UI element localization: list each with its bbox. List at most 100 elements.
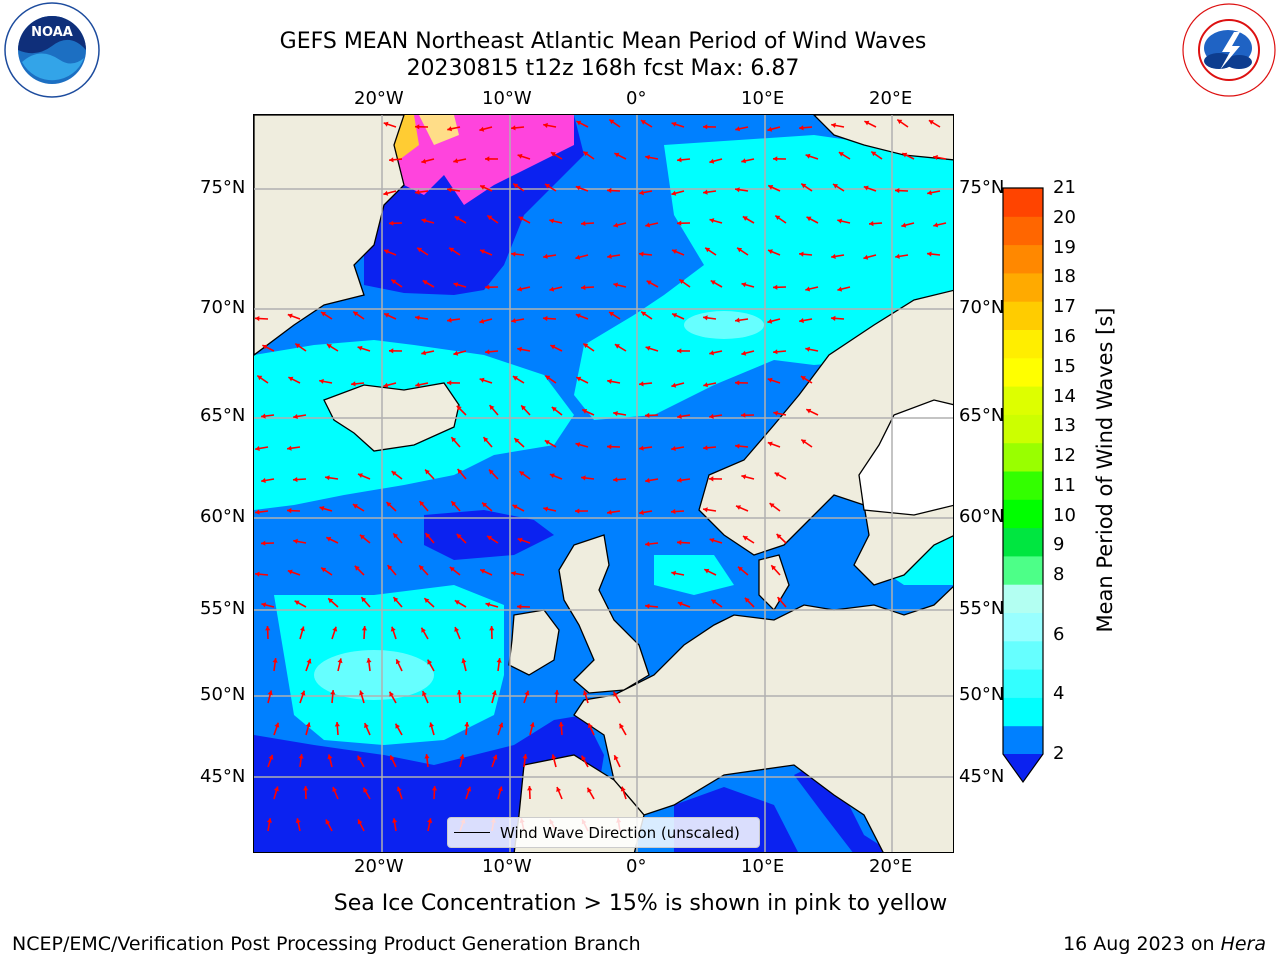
wind-wave-arrow-head [895,253,900,259]
colorbar-tick-label: 8 [1053,564,1065,586]
wind-wave-arrow-head [383,190,389,196]
wind-wave-arrow-head [671,382,677,388]
wind-wave-arrow-head [773,349,778,355]
wind-wave-arrow-head [512,504,518,510]
wind-wave-arrow-head [425,533,431,538]
lat-label-left-65n: 65°N [200,405,246,426]
wind-wave-arrow-head [328,598,334,604]
wind-wave-arrow-head [491,690,497,696]
wind-wave-arrow-head [639,509,644,515]
wind-wave-arrow-head [389,157,394,163]
wind-wave-arrow-head [298,754,304,759]
wind-wave-arrow-head [364,723,369,729]
wind-wave-arrow-head [575,508,580,514]
wind-wave-arrow-head [703,382,708,388]
wind-wave-arrow-head [805,153,811,159]
colorbar-band [1003,244,1043,274]
colorbar-band [1003,357,1043,387]
wind-wave-arrow-head [864,120,870,126]
wind-wave-arrow-head [645,603,650,609]
colorbar-tick-label: 2 [1053,743,1065,764]
wind-wave-arrow-head [703,189,708,195]
colorbar-band [1003,612,1043,642]
wind-wave-arrow-head [447,187,452,193]
wind-wave-arrow-head [575,442,581,448]
wind-wave-arrow-head [735,187,740,193]
wind-wave-arrow-head [325,475,330,481]
wind-wave-arrow-head [710,280,716,285]
wind-wave-arrow-head [453,350,459,356]
wind-wave-arrow-head [453,158,458,164]
wind-wave-arrow-head [773,284,778,290]
wind-wave-arrow-head [806,216,812,222]
wind-wave-arrow-head [543,122,548,128]
wind-wave-arrow-head [334,722,340,727]
wind-wave-arrow-head [672,313,678,318]
wind-wave-arrow-head [587,787,592,793]
colorbar-band [1003,272,1043,302]
wind-wave-arrow-head [581,284,586,291]
wind-wave-arrow-head [771,565,777,571]
wind-wave-arrow-head [607,253,612,259]
wind-wave-arrow-head [677,413,682,419]
lat-label-right-75n: 75°N [959,177,1005,198]
wind-wave-arrow-head [461,658,467,664]
wind-wave-arrow-head [393,533,399,539]
wind-wave-arrow-head [496,658,502,663]
wind-wave-arrow-head [489,469,494,475]
wind-wave-arrow-head [583,343,589,349]
wind-wave-arrow-head [451,437,457,443]
wind-wave-arrow-head [581,221,586,227]
wind-wave-arrow-head [456,405,462,411]
wind-wave-arrow-head [351,381,356,387]
lat-label-right-50n: 50°N [959,684,1005,705]
wind-wave-arrow-head [645,477,650,483]
wind-wave-arrow-head [480,569,486,574]
wind-wave-arrow-head [679,279,685,285]
wind-wave-arrow-head [518,216,524,222]
wind-wave-arrow-head [319,506,325,511]
wind-wave-arrow-head [554,690,560,695]
colorbar-tick-label: 18 [1053,266,1076,288]
wind-wave-arrow-head [422,280,428,285]
wind-wave-arrow-head [672,249,677,254]
wind-wave-arrow-head [517,153,523,159]
wind-wave-arrow-head [607,444,612,450]
wind-wave-arrow-head [799,318,804,324]
wind-wave-arrow-head [741,474,747,480]
wind-wave-arrow-head [294,600,300,606]
chart-title: GEFS MEAN Northeast Atlantic Mean Period… [279,29,927,54]
wind-wave-arrow-head [869,221,874,227]
wind-wave-arrow-head [677,539,682,546]
wind-wave-arrow-head [741,350,747,356]
wind-wave-arrow-head [419,501,425,506]
wind-wave-arrow-head [581,475,586,481]
wind-wave-arrow-head [255,445,260,451]
wind-wave-arrow-head [671,190,677,196]
colorbar-label: Mean Period of Wind Waves [s] [1093,307,1117,633]
wind-wave-arrow-head [479,318,485,324]
wind-wave-arrow-head [268,754,274,760]
wind-wave-arrow-head [529,722,535,728]
wind-wave-arrow-head [466,786,472,792]
wind-wave-arrow-head [391,471,397,476]
wind-wave-arrow-head [485,284,490,290]
wind-wave-arrow-head [417,247,423,253]
wind-wave-arrow-head [742,216,748,221]
wind-wave-arrow-head [703,315,708,321]
wind-wave-arrow-head [645,154,650,160]
wind-wave-arrow-head [614,344,620,349]
wind-wave-arrow-head [705,247,711,253]
wind-wave-arrow-head [895,188,900,194]
wind-wave-arrow-head [447,380,452,386]
wind-wave-arrow-head [641,311,647,317]
colorbar-band [1003,527,1043,557]
colorbar-tick-label: 19 [1053,236,1076,258]
wind-wave-arrow-head [498,722,504,728]
colorbar-tick-label: 11 [1053,474,1076,496]
wind-wave-arrow-head [421,350,426,356]
wind-wave-arrow-head [262,344,268,350]
wind-wave-arrow-head [558,722,564,727]
map-legend: Wind Wave Direction (unscaled) [447,817,760,848]
noaa-logo-text: NOAA [31,25,73,40]
